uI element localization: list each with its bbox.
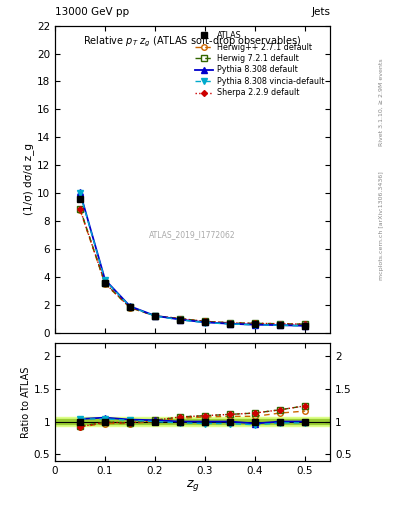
Y-axis label: Ratio to ATLAS: Ratio to ATLAS xyxy=(21,366,31,438)
Text: Jets: Jets xyxy=(311,7,330,17)
Legend: ATLAS, Herwig++ 2.7.1 default, Herwig 7.2.1 default, Pythia 8.308 default, Pythi: ATLAS, Herwig++ 2.7.1 default, Herwig 7.… xyxy=(194,30,326,99)
Text: Rivet 3.1.10, ≥ 2.9M events: Rivet 3.1.10, ≥ 2.9M events xyxy=(379,58,384,146)
Text: mcplots.cern.ch [arXiv:1306.3436]: mcplots.cern.ch [arXiv:1306.3436] xyxy=(379,171,384,280)
Text: ATLAS_2019_I1772062: ATLAS_2019_I1772062 xyxy=(149,230,236,239)
Text: 13000 GeV pp: 13000 GeV pp xyxy=(55,7,129,17)
Bar xyxy=(55,417,330,426)
Text: Relative $p_T$ $z_g$ (ATLAS soft-drop observables): Relative $p_T$ $z_g$ (ATLAS soft-drop ob… xyxy=(83,35,302,49)
Y-axis label: (1/σ) dσ/d z_g: (1/σ) dσ/d z_g xyxy=(23,143,34,215)
Bar xyxy=(55,419,330,424)
X-axis label: $z_g$: $z_g$ xyxy=(185,478,200,494)
